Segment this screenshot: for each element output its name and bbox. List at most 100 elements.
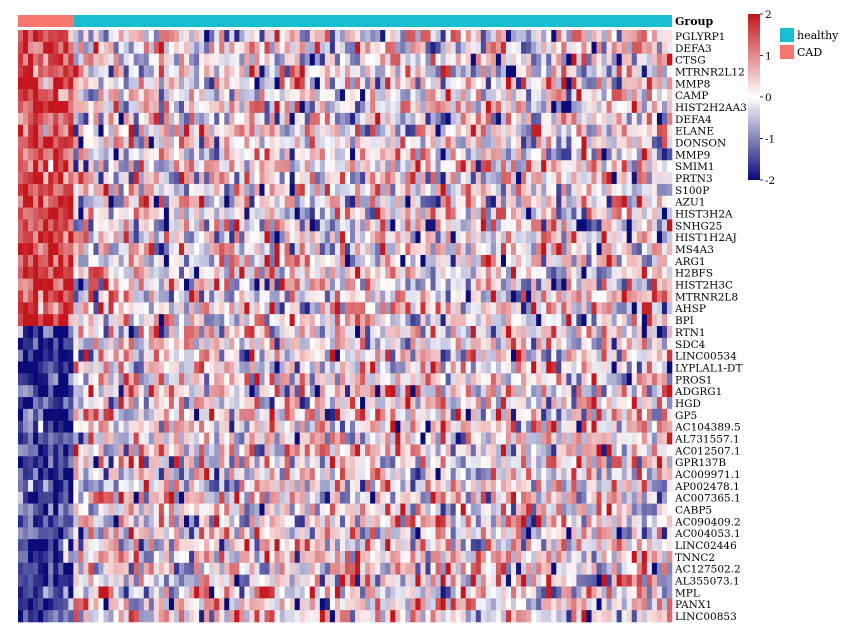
heatmap-cell [526, 408, 532, 422]
heatmap-cell [551, 397, 557, 410]
heatmap-cell [395, 408, 401, 422]
heatmap-cell [113, 231, 119, 244]
heatmap-cell [531, 361, 537, 374]
heatmap-cell [178, 101, 185, 114]
heatmap-cell [521, 195, 527, 208]
heatmap-cell [375, 172, 381, 185]
heatmap-cell [495, 195, 502, 208]
heatmap-cell [48, 408, 54, 422]
heatmap-cell [128, 278, 135, 291]
heatmap-cell [43, 254, 49, 268]
heatmap-cell [430, 172, 436, 185]
heatmap-cell [350, 183, 356, 197]
heatmap-cell [546, 41, 552, 54]
heatmap-cell [656, 397, 663, 410]
heatmap-cell [284, 278, 290, 291]
heatmap-cell [148, 397, 155, 410]
heatmap-cell [621, 183, 628, 197]
heatmap-cell [289, 385, 295, 398]
heatmap-cell [264, 290, 270, 303]
heatmap-cell [646, 385, 653, 398]
heatmap-cell [656, 278, 663, 291]
heatmap-cell [621, 254, 628, 268]
heatmap-cell [229, 243, 235, 256]
heatmap-cell [294, 373, 301, 386]
heatmap-cell [259, 444, 265, 457]
heatmap-cell [98, 183, 104, 197]
heatmap-cell [480, 385, 487, 398]
heatmap-cell [214, 349, 220, 362]
heatmap-cell [405, 326, 411, 339]
heatmap-cell [576, 112, 582, 126]
heatmap-cell [153, 266, 160, 279]
heatmap-cell [299, 254, 306, 268]
heatmap-cell [546, 53, 552, 66]
heatmap-cell [189, 65, 195, 78]
heatmap-cell [415, 326, 421, 339]
heatmap-cell [631, 290, 638, 303]
heatmap-cell [666, 420, 673, 433]
heatmap-cell [380, 124, 386, 137]
heatmap-cell [314, 207, 321, 220]
heatmap-cell [23, 444, 29, 457]
heatmap-cell [450, 302, 456, 315]
heatmap-cell [450, 101, 456, 114]
heatmap-cell [405, 314, 411, 327]
heatmap-cell [435, 290, 441, 303]
heatmap-cell [88, 326, 94, 339]
heatmap-cell [108, 432, 114, 445]
heatmap-cell [309, 160, 316, 173]
heatmap-cell [274, 385, 280, 398]
heatmap-cell [365, 290, 371, 303]
heatmap-cell [133, 89, 140, 102]
heatmap-cell [324, 349, 331, 362]
heatmap-cell [239, 266, 245, 279]
heatmap-cell [365, 349, 371, 362]
heatmap-cell [168, 30, 175, 43]
heatmap-cell [385, 41, 391, 54]
heatmap-cell [365, 219, 371, 232]
heatmap-cell [355, 183, 361, 197]
heatmap-cell [63, 65, 69, 78]
heatmap-cell [73, 89, 79, 102]
heatmap-cell [350, 337, 356, 350]
heatmap-cell [666, 148, 673, 161]
heatmap-cell [581, 420, 587, 433]
heatmap-cell [485, 207, 492, 220]
heatmap-cell [365, 243, 371, 256]
heatmap-cell [460, 349, 467, 362]
heatmap-cell [118, 444, 124, 457]
heatmap-cell [561, 53, 567, 66]
heatmap-cell [284, 207, 290, 220]
heatmap-cell [355, 420, 361, 433]
heatmap-cell [249, 231, 255, 244]
heatmap-cell [596, 266, 602, 279]
heatmap-cell [465, 349, 472, 362]
heatmap-cell [148, 420, 155, 433]
heatmap-cell [309, 278, 316, 291]
heatmap-cell [279, 397, 285, 410]
heatmap-cell [601, 195, 607, 208]
heatmap-cell [430, 314, 436, 327]
heatmap-cell [274, 77, 280, 90]
heatmap-cell [505, 136, 512, 149]
heatmap-cell [621, 219, 628, 232]
heatmap-cell [204, 101, 210, 114]
heatmap-cell [616, 124, 622, 137]
heatmap-cell [103, 361, 109, 374]
heatmap-cell [108, 207, 114, 220]
heatmap-cell [98, 397, 104, 410]
heatmap-cell [319, 373, 326, 386]
heatmap-cell [616, 397, 622, 410]
heatmap-cell [23, 219, 29, 232]
heatmap-cell [118, 89, 124, 102]
heatmap-cell [365, 397, 371, 410]
heatmap-cell [173, 148, 180, 161]
heatmap-cell [249, 124, 255, 137]
heatmap-cell [28, 468, 34, 481]
heatmap-cell [83, 432, 89, 445]
heatmap-cell [475, 314, 482, 327]
heatmap-cell [355, 254, 361, 268]
heatmap-cell [616, 254, 622, 268]
heatmap-cell [370, 148, 376, 161]
